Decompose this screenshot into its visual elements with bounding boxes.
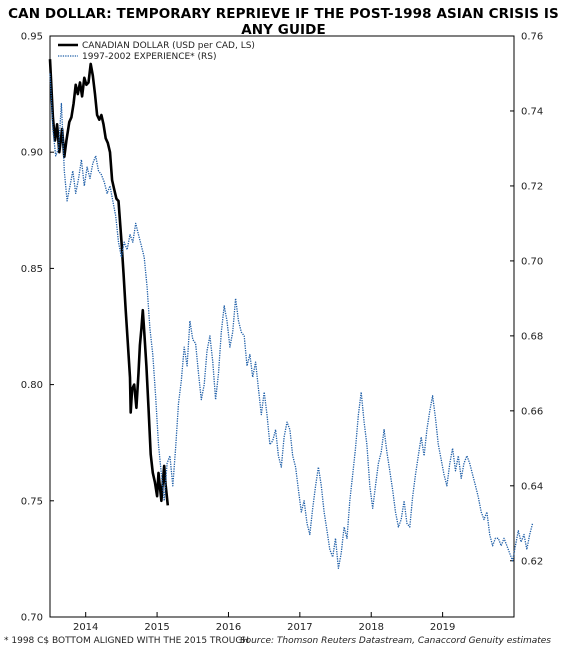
y-right-tick-label: 0.72	[521, 181, 543, 192]
x-tick-label: 2015	[144, 622, 169, 633]
footnote: * 1998 C$ BOTTOM ALIGNED WITH THE 2015 T…	[4, 636, 250, 646]
legend-label: 1997-2002 EXPERIENCE* (RS)	[82, 52, 217, 62]
x-tick-label: 2017	[287, 622, 312, 633]
y-right-tick-label: 0.70	[521, 256, 543, 267]
chart-title: CAN DOLLAR: TEMPORARY REPRIEVE IF THE PO…	[8, 6, 559, 38]
y-right-tick-label: 0.66	[521, 406, 543, 417]
plot-frame	[49, 35, 515, 618]
legend: CANADIAN DOLLAR (USD per CAD, LS)1997-20…	[58, 41, 255, 62]
x-tick-label: 2019	[430, 622, 455, 633]
y-right-tick-label: 0.74	[521, 106, 543, 117]
y-right-tick-label: 0.68	[521, 331, 543, 342]
legend-label: CANADIAN DOLLAR (USD per CAD, LS)	[82, 41, 255, 51]
y-left-tick-label: 0.75	[21, 496, 43, 507]
y-right-tick-label: 0.62	[521, 556, 543, 567]
x-tick-label: 2014	[73, 622, 98, 633]
series-line-canadian-dollar	[48, 59, 170, 506]
x-tick-label: 2016	[216, 622, 241, 633]
axes-group: 0.95 0.90 0.85 0.80 0.75 0.70 0.76 0.74 0.72 0.70…	[21, 32, 544, 634]
y-right-tick-label: 0.64	[521, 481, 543, 492]
series-group	[48, 59, 534, 569]
y-right-tick-label: 0.76	[521, 32, 543, 43]
y-left-tick-label: 0.85	[21, 264, 43, 275]
y-left-tick-label: 0.80	[21, 380, 43, 391]
source-note: Source: Thomson Reuters Datastream, Cana…	[239, 636, 551, 646]
y-left-tick-label: 0.70	[21, 613, 43, 624]
x-tick-label: 2018	[359, 622, 384, 633]
series-line-1997-2002-experience	[49, 73, 534, 569]
y-left-tick-label: 0.95	[21, 32, 43, 43]
y-left-tick-label: 0.90	[21, 148, 43, 159]
